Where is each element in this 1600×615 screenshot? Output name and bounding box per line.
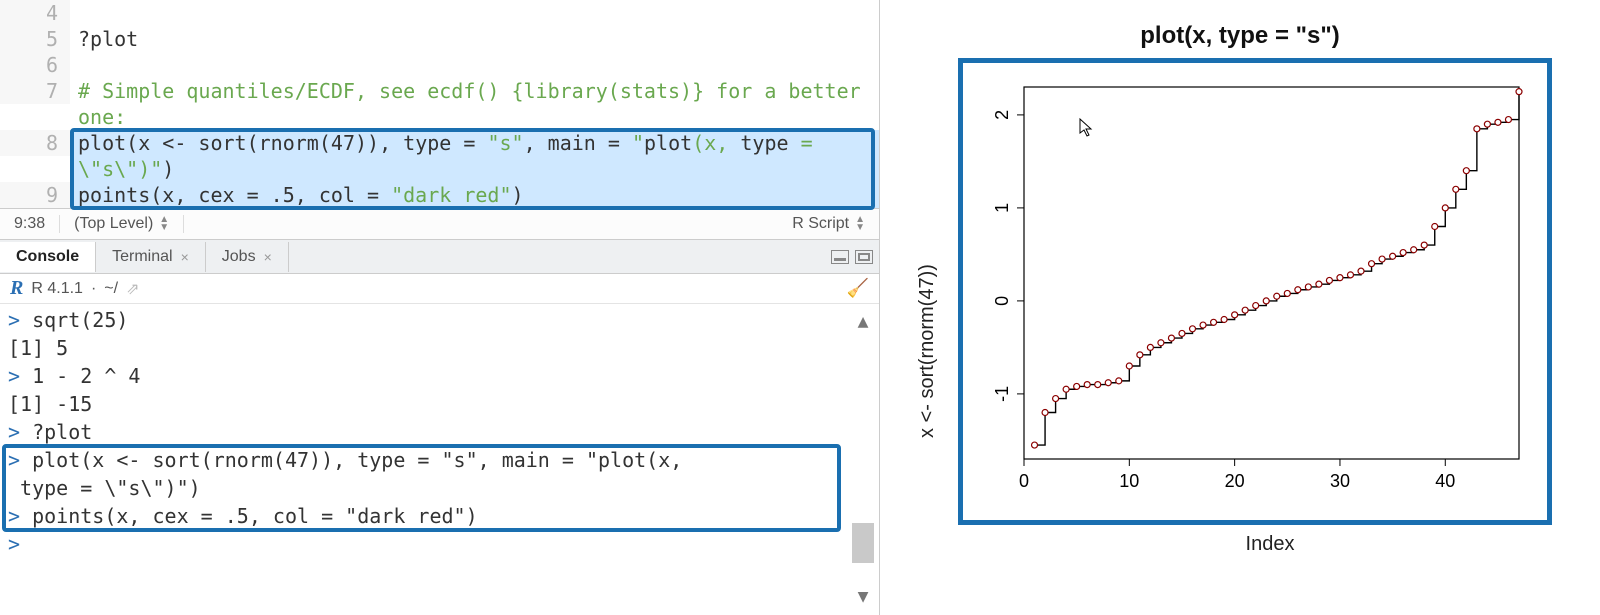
r-logo-icon: R [10,277,23,300]
svg-text:0: 0 [1019,471,1029,491]
tab-label: Terminal [112,248,172,266]
console-header: R R 4.1.1 · ~/ ⇗ 🧹 [0,274,879,304]
svg-text:2: 2 [992,110,1012,120]
console-scrollbar[interactable]: ▲ ▼ [851,308,875,611]
console-tabs: Console Terminal × Jobs × [0,240,879,274]
plot-ylabel: x <- sort(rnorm(47)) [916,264,939,438]
scope-label: (Top Level) [74,215,153,233]
editor-line[interactable]: 5?plot [0,26,879,52]
cursor-icon [1080,119,1091,136]
minimize-icon[interactable] [831,250,849,264]
plot-title: plot(x, type = "s") [1140,22,1339,50]
editor-line[interactable]: 6 [0,52,879,78]
console-line: > [8,530,871,558]
tab-console[interactable]: Console [0,242,96,272]
svg-text:30: 30 [1330,471,1350,491]
console-highlight-frame [2,444,841,532]
updown-icon: ▲▼ [855,216,865,232]
svg-text:1: 1 [992,203,1012,213]
svg-text:-1: -1 [992,386,1012,402]
close-icon[interactable]: × [181,249,189,265]
editor-line[interactable]: 4 [0,0,879,26]
svg-text:20: 20 [1225,471,1245,491]
tab-label: Jobs [222,248,256,266]
r-version: R 4.1.1 [31,280,83,298]
line-number: 6 [0,52,70,78]
console-line: > 1 - 2 ^ 4 [8,362,871,390]
scroll-up-icon[interactable]: ▲ [858,308,869,336]
cursor-position: 9:38 [0,215,60,233]
tab-jobs[interactable]: Jobs × [206,242,289,272]
code-text[interactable]: ?plot [70,26,879,52]
working-directory: ~/ [104,280,118,298]
line-number: 8 [0,130,70,156]
scroll-thumb[interactable] [852,523,874,563]
code-text[interactable]: # Simple quantiles/ECDF, see ecdf() {lib… [70,78,879,130]
svg-text:0: 0 [992,296,1012,306]
svg-text:40: 40 [1435,471,1455,491]
plot-frame: 0 10 20 30 40 -1 0 1 2 [958,58,1552,525]
clear-console-icon[interactable]: 🧹 [847,278,869,299]
left-pane: 45?plot67# Simple quantiles/ECDF, see ec… [0,0,880,615]
console-line: [1] -15 [8,390,871,418]
plot-svg: 0 10 20 30 40 -1 0 1 2 [969,77,1529,507]
editor-line[interactable]: 7# Simple quantiles/ECDF, see ecdf() {li… [0,78,879,130]
line-number: 4 [0,0,70,26]
updown-icon: ▲▼ [159,216,169,232]
tab-terminal[interactable]: Terminal × [96,242,206,272]
editor-highlight-frame [70,128,875,210]
line-number: 5 [0,26,70,52]
code-editor[interactable]: 45?plot67# Simple quantiles/ECDF, see ec… [0,0,879,208]
line-number: 9 [0,182,70,208]
console-output[interactable]: > sqrt(25)[1] 5> 1 - 2 ^ 4[1] -15> ?plot… [0,304,879,615]
console-line: [1] 5 [8,334,871,362]
plot-wrap: x <- sort(rnorm(47)) 010203040-1012 Inde… [928,58,1552,556]
tab-label: Console [16,248,79,266]
maximize-icon[interactable] [855,250,873,264]
share-icon[interactable]: ⇗ [126,279,139,299]
scroll-down-icon[interactable]: ▼ [858,583,869,611]
line-number: 7 [0,78,70,104]
filetype-selector[interactable]: R Script ▲▼ [778,215,879,233]
console-line: > ?plot [8,418,871,446]
filetype-label: R Script [792,215,849,233]
scope-selector[interactable]: (Top Level) ▲▼ [60,215,184,233]
plot-pane: plot(x, type = "s") x <- sort(rnorm(47))… [880,0,1600,615]
dot-separator: · [91,280,96,298]
close-icon[interactable]: × [264,249,272,265]
console-line: > sqrt(25) [8,306,871,334]
editor-statusbar: 9:38 (Top Level) ▲▼ R Script ▲▼ [0,208,879,240]
svg-text:10: 10 [1119,471,1139,491]
plot-xlabel: Index [988,533,1552,556]
